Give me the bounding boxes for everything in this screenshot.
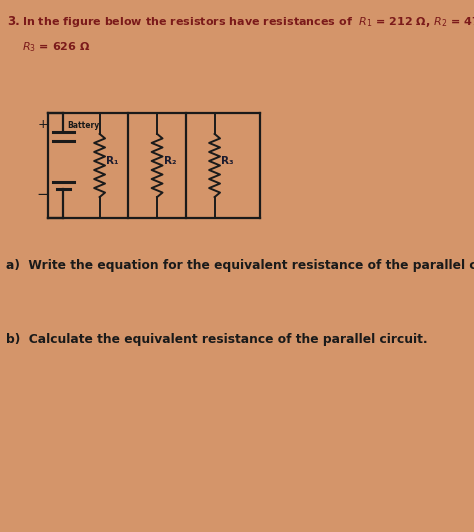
Text: Battery: Battery	[67, 121, 99, 130]
Text: R₃: R₃	[221, 156, 234, 165]
Text: +: +	[37, 118, 48, 131]
Text: $R_3$ = 626 Ω: $R_3$ = 626 Ω	[21, 40, 90, 54]
Text: −: −	[36, 187, 49, 202]
Text: b)  Calculate the equivalent resistance of the parallel circuit.: b) Calculate the equivalent resistance o…	[7, 333, 428, 346]
Text: 3.: 3.	[7, 15, 20, 28]
Text: R₁: R₁	[106, 156, 119, 165]
Text: In the figure below the resistors have resistances of  $R_1$ = 212 Ω, $R_2$ = 47: In the figure below the resistors have r…	[21, 15, 474, 29]
Text: a)  Write the equation for the equivalent resistance of the parallel circuit.: a) Write the equation for the equivalent…	[7, 259, 474, 272]
Text: R₂: R₂	[164, 156, 176, 165]
